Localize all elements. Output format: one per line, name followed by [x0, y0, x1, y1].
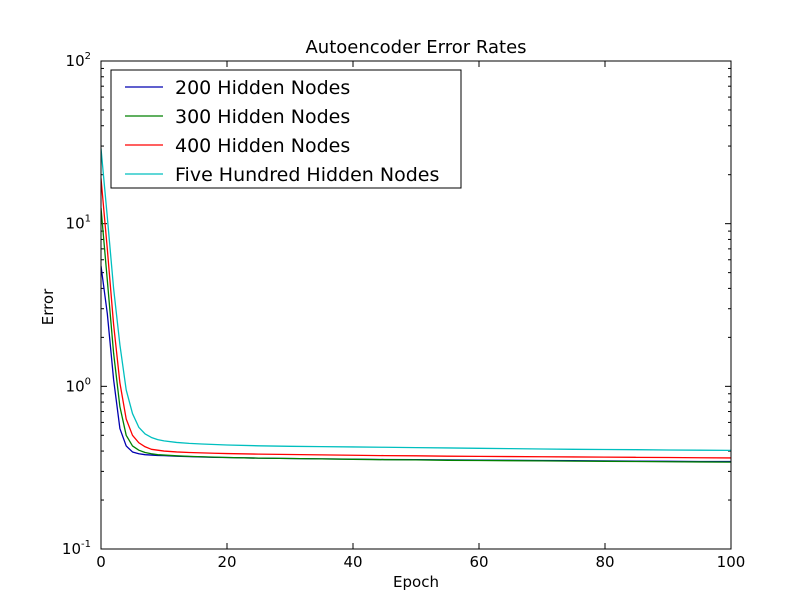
y-tick-base: 10 — [66, 215, 85, 233]
y-tick-label: 100 — [66, 376, 91, 395]
x-tick-label: 0 — [96, 553, 106, 571]
plot-frame — [100, 60, 732, 550]
y-tick-exponent: 0 — [85, 376, 91, 387]
y-tick-label: 10-1 — [62, 539, 91, 558]
y-tick-label: 101 — [66, 214, 91, 233]
series-group — [101, 148, 731, 463]
series-line-2 — [101, 207, 731, 463]
x-tick-label: 20 — [217, 553, 236, 571]
x-tick-label: 100 — [717, 553, 746, 571]
x-tick-label: 80 — [595, 553, 614, 571]
y-tick-exponent: 2 — [85, 51, 91, 62]
series-line-3 — [101, 178, 731, 459]
legend-label: 400 Hidden Nodes — [175, 135, 350, 157]
legend-box — [110, 69, 462, 189]
chart-title: Autoencoder Error Rates — [305, 37, 526, 58]
x-axis-label: Epoch — [393, 573, 439, 591]
y-tick-base: 10 — [66, 377, 85, 395]
x-tick-label: 40 — [343, 553, 362, 571]
legend-label: 200 Hidden Nodes — [175, 77, 350, 99]
y-tick-exponent: 1 — [85, 214, 91, 225]
y-tick-label: 102 — [66, 51, 91, 70]
y-tick-exponent: -1 — [81, 539, 91, 550]
x-tick-label: 60 — [469, 553, 488, 571]
legend-label: 300 Hidden Nodes — [175, 106, 350, 128]
y-tick-base: 10 — [62, 540, 81, 558]
legend: 200 Hidden Nodes 300 Hidden Nodes 400 Hidd… — [110, 69, 462, 189]
y-axis-label: Error — [39, 288, 57, 325]
series-line-4 — [101, 148, 731, 452]
y-tick-base: 10 — [66, 52, 85, 70]
legend-label: Five Hundred Hidden Nodes — [175, 164, 439, 186]
